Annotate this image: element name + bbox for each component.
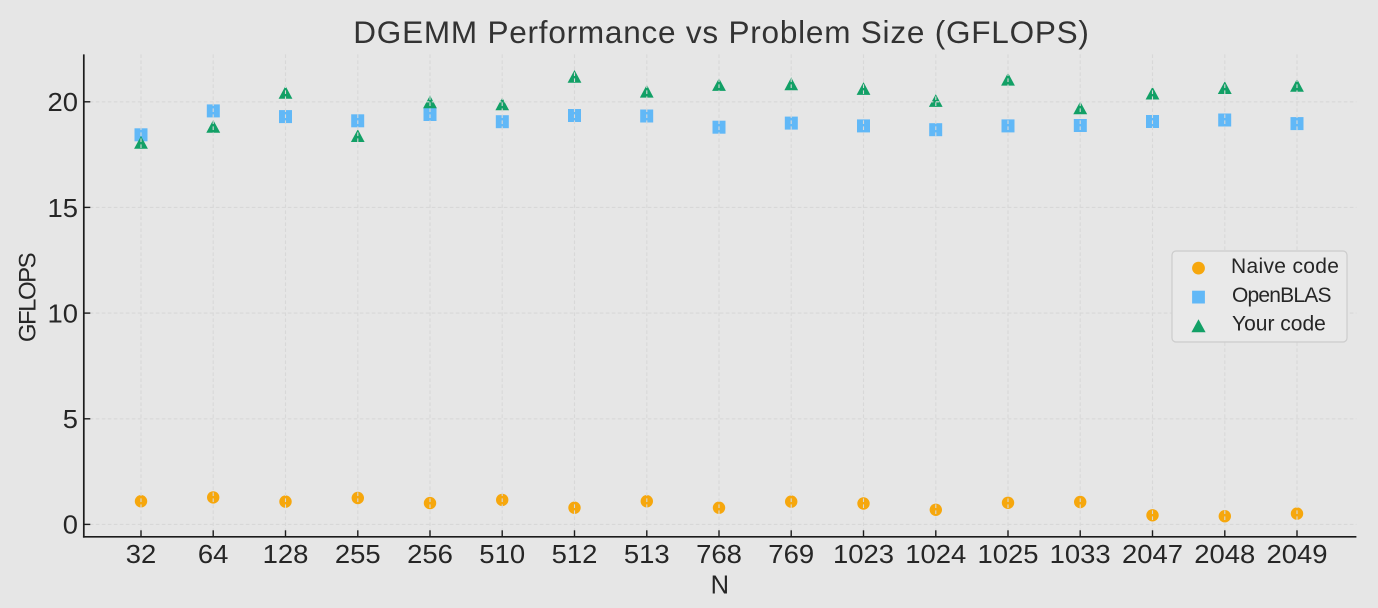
svg-text:2048: 2048 (1194, 541, 1255, 569)
svg-text:255: 255 (335, 541, 381, 569)
svg-text:20: 20 (48, 89, 79, 117)
svg-text:N: N (711, 572, 729, 600)
svg-text:256: 256 (407, 541, 453, 569)
svg-text:513: 513 (624, 541, 670, 569)
svg-text:769: 769 (768, 541, 814, 569)
svg-text:10: 10 (48, 300, 79, 328)
svg-text:DGEMM Performance vs Problem S: DGEMM Performance vs Problem Size (GFLOP… (353, 14, 1089, 50)
svg-text:512: 512 (552, 541, 598, 569)
svg-text:5: 5 (63, 406, 78, 434)
svg-text:2049: 2049 (1267, 541, 1328, 569)
svg-text:768: 768 (696, 541, 742, 569)
svg-text:Your code: Your code (1232, 313, 1326, 336)
svg-text:15: 15 (48, 195, 79, 223)
svg-text:1025: 1025 (978, 541, 1039, 569)
svg-text:GFLOPS: GFLOPS (15, 253, 42, 342)
svg-text:128: 128 (263, 541, 309, 569)
svg-text:1024: 1024 (905, 541, 966, 569)
svg-text:2047: 2047 (1122, 541, 1183, 569)
svg-text:OpenBLAS: OpenBLAS (1232, 284, 1331, 307)
svg-text:510: 510 (479, 541, 525, 569)
svg-text:1033: 1033 (1050, 541, 1111, 569)
svg-text:Naive code: Naive code (1231, 255, 1339, 278)
svg-text:1023: 1023 (833, 541, 894, 569)
svg-text:0: 0 (63, 512, 78, 540)
svg-text:32: 32 (126, 541, 157, 569)
svg-text:64: 64 (198, 541, 229, 569)
